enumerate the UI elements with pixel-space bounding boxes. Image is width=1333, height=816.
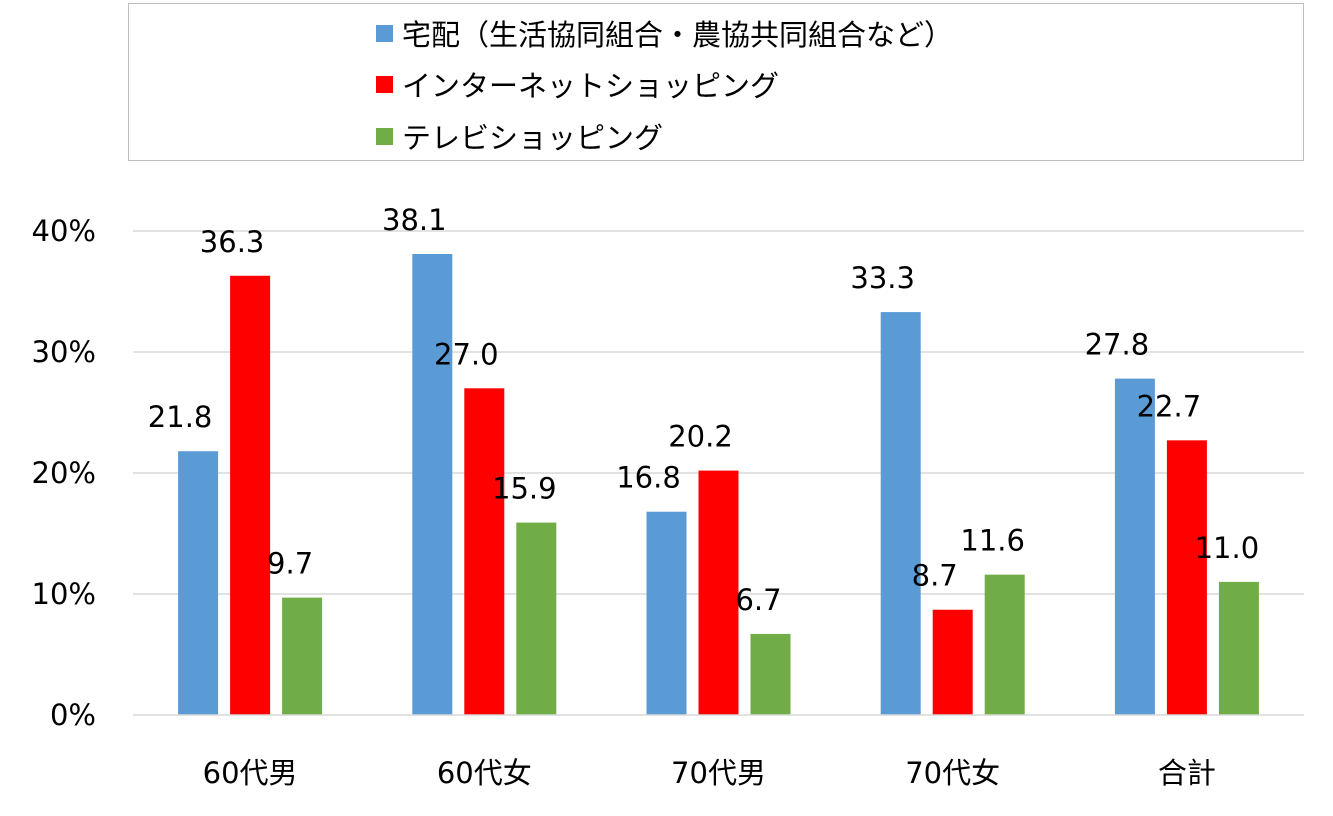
- data-label: 15.9: [492, 472, 557, 506]
- bar: [880, 312, 921, 715]
- y-tick-label: 20%: [32, 456, 96, 490]
- bar: [1218, 581, 1259, 715]
- data-label: 38.1: [382, 203, 447, 237]
- y-tick-label: 10%: [32, 577, 96, 611]
- bar: [282, 597, 323, 715]
- bar: [984, 574, 1025, 715]
- bar: [230, 275, 271, 715]
- x-tick-label: 70代女: [905, 756, 1000, 790]
- legend-label-delivery: 宅配（生活協同組合・農協共同組合など）: [402, 18, 954, 52]
- legend-swatch-tv-shopping: [376, 127, 393, 145]
- data-label: 33.3: [850, 261, 915, 295]
- data-label: 27.8: [1085, 328, 1150, 362]
- legend-item-tv-shopping: テレビショッピング: [376, 116, 663, 156]
- legend-label-tv-shopping: テレビショッピング: [402, 121, 664, 155]
- bar: [698, 470, 739, 715]
- legend-swatch-internet-shopping: [376, 75, 393, 93]
- x-tick-label: 合計: [1158, 756, 1216, 790]
- bar: [1166, 440, 1207, 715]
- data-label: 36.3: [200, 225, 265, 259]
- bar: [412, 253, 453, 716]
- data-label: 27.0: [434, 337, 499, 371]
- bar: [932, 609, 973, 715]
- legend-item-internet-shopping: インターネットショッピング: [376, 64, 779, 104]
- data-label: 21.8: [148, 400, 213, 434]
- bar: [750, 633, 791, 715]
- bar: [646, 511, 687, 715]
- bar: [516, 522, 557, 715]
- data-label: 20.2: [668, 420, 733, 454]
- data-label: 16.8: [616, 461, 681, 495]
- data-label: 11.0: [1195, 531, 1260, 565]
- data-label: 6.7: [735, 583, 781, 617]
- data-label: 9.7: [267, 547, 313, 581]
- legend-item-delivery: 宅配（生活協同組合・農協共同組合など）: [376, 13, 953, 53]
- data-label: 8.7: [912, 559, 958, 593]
- bar: [464, 388, 505, 715]
- x-tick-label: 60代女: [437, 756, 532, 790]
- y-tick-label: 0%: [50, 698, 96, 732]
- legend-label-internet-shopping: インターネットショッピング: [402, 69, 780, 103]
- y-tick-label: 40%: [32, 214, 96, 248]
- data-label: 22.7: [1137, 389, 1202, 423]
- x-tick-label: 70代男: [671, 756, 766, 790]
- bar: [1114, 378, 1155, 715]
- legend: 宅配（生活協同組合・農協共同組合など） インターネットショッピング テレビショッ…: [128, 3, 1304, 161]
- x-tick-label: 60代男: [203, 756, 298, 790]
- bar: [178, 451, 219, 715]
- data-label: 11.6: [960, 524, 1025, 558]
- legend-swatch-delivery: [376, 24, 393, 42]
- y-tick-label: 30%: [32, 335, 96, 369]
